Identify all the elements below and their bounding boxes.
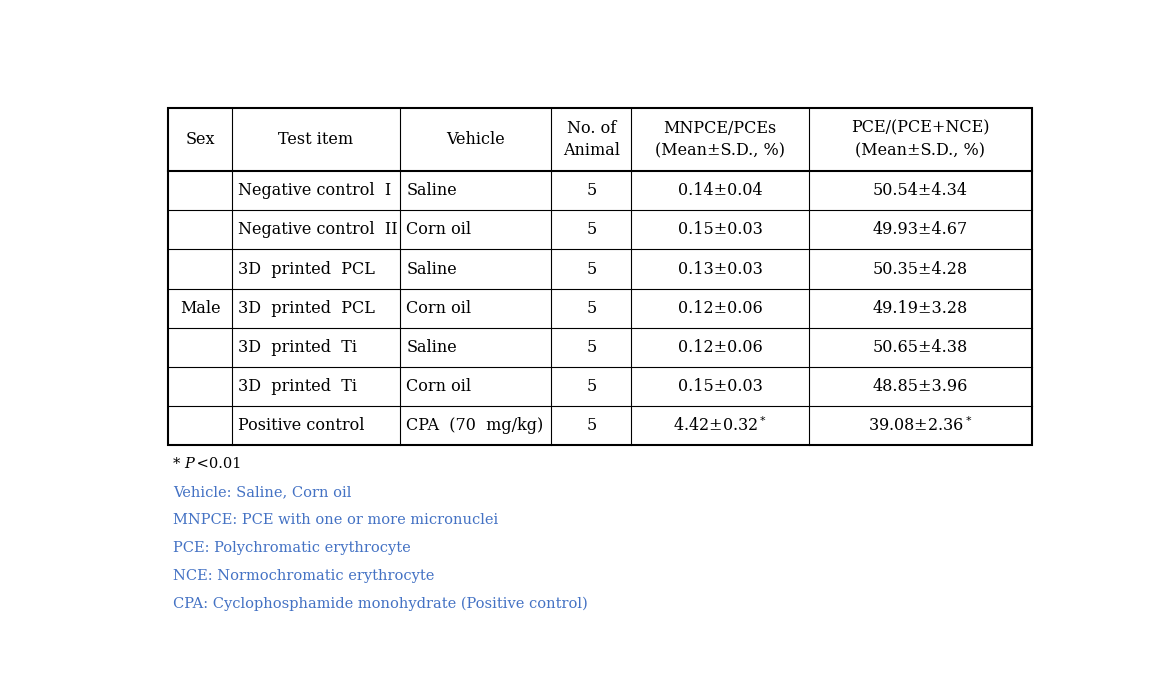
- Text: 0.14±0.04: 0.14±0.04: [678, 182, 762, 199]
- Text: 50.35±4.28: 50.35±4.28: [873, 261, 967, 277]
- Text: 50.65±4.38: 50.65±4.38: [873, 339, 967, 356]
- Text: P: P: [184, 457, 194, 471]
- Text: MNPCE/PCEs
(Mean±S.D., %): MNPCE/PCEs (Mean±S.D., %): [655, 120, 785, 159]
- Text: PCE/(PCE+NCE)
(Mean±S.D., %): PCE/(PCE+NCE) (Mean±S.D., %): [851, 120, 990, 159]
- Text: *: *: [173, 457, 186, 471]
- Text: 0.12±0.06: 0.12±0.06: [678, 339, 762, 356]
- Text: 0.15±0.03: 0.15±0.03: [678, 222, 762, 238]
- Text: 4.42±0.32$^*$: 4.42±0.32$^*$: [673, 416, 767, 435]
- Text: 5: 5: [586, 261, 596, 277]
- Text: 0.12±0.06: 0.12±0.06: [678, 300, 762, 316]
- Text: Negative control  II: Negative control II: [238, 222, 398, 238]
- Text: Test item: Test item: [278, 131, 354, 148]
- Text: MNPCE: PCE with one or more micronuclei: MNPCE: PCE with one or more micronuclei: [173, 513, 498, 527]
- Text: <0.01: <0.01: [193, 457, 242, 471]
- Text: 0.15±0.03: 0.15±0.03: [678, 378, 762, 395]
- Text: No. of
Animal: No. of Animal: [562, 120, 620, 159]
- Text: 48.85±3.96: 48.85±3.96: [873, 378, 969, 395]
- Text: CPA: Cyclophosphamide monohydrate (Positive control): CPA: Cyclophosphamide monohydrate (Posit…: [173, 597, 588, 611]
- Text: Corn oil: Corn oil: [406, 222, 471, 238]
- Text: Negative control  I: Negative control I: [238, 182, 391, 199]
- Text: 5: 5: [586, 300, 596, 316]
- Text: 3D  printed  PCL: 3D printed PCL: [238, 261, 375, 277]
- Text: 5: 5: [586, 182, 596, 199]
- Text: 5: 5: [586, 378, 596, 395]
- Text: Saline: Saline: [406, 261, 457, 277]
- Text: Corn oil: Corn oil: [406, 378, 471, 395]
- Text: 3D  printed  Ti: 3D printed Ti: [238, 339, 357, 356]
- Text: Saline: Saline: [406, 339, 457, 356]
- Text: 5: 5: [586, 339, 596, 356]
- Text: 39.08±2.36$^*$: 39.08±2.36$^*$: [868, 416, 972, 435]
- Text: Positive control: Positive control: [238, 418, 364, 434]
- Text: PCE: Polychromatic erythrocyte: PCE: Polychromatic erythrocyte: [173, 541, 411, 555]
- Text: 5: 5: [586, 222, 596, 238]
- Text: NCE: Normochromatic erythrocyte: NCE: Normochromatic erythrocyte: [173, 569, 434, 583]
- Text: CPA  (70  mg/kg): CPA (70 mg/kg): [406, 418, 544, 434]
- Text: 50.54±4.34: 50.54±4.34: [873, 182, 967, 199]
- Text: Sex: Sex: [186, 131, 215, 148]
- Bar: [168, 108, 1032, 445]
- Text: 0.13±0.03: 0.13±0.03: [678, 261, 762, 277]
- Text: Vehicle: Saline, Corn oil: Vehicle: Saline, Corn oil: [173, 485, 351, 499]
- Text: Saline: Saline: [406, 182, 457, 199]
- Text: Vehicle: Vehicle: [446, 131, 505, 148]
- Text: Corn oil: Corn oil: [406, 300, 471, 316]
- Text: 49.93±4.67: 49.93±4.67: [873, 222, 967, 238]
- Text: 3D  printed  PCL: 3D printed PCL: [238, 300, 375, 316]
- Text: 3D  printed  Ti: 3D printed Ti: [238, 378, 357, 395]
- Text: Male: Male: [180, 300, 221, 316]
- Text: 49.19±3.28: 49.19±3.28: [873, 300, 967, 316]
- Text: 5: 5: [586, 418, 596, 434]
